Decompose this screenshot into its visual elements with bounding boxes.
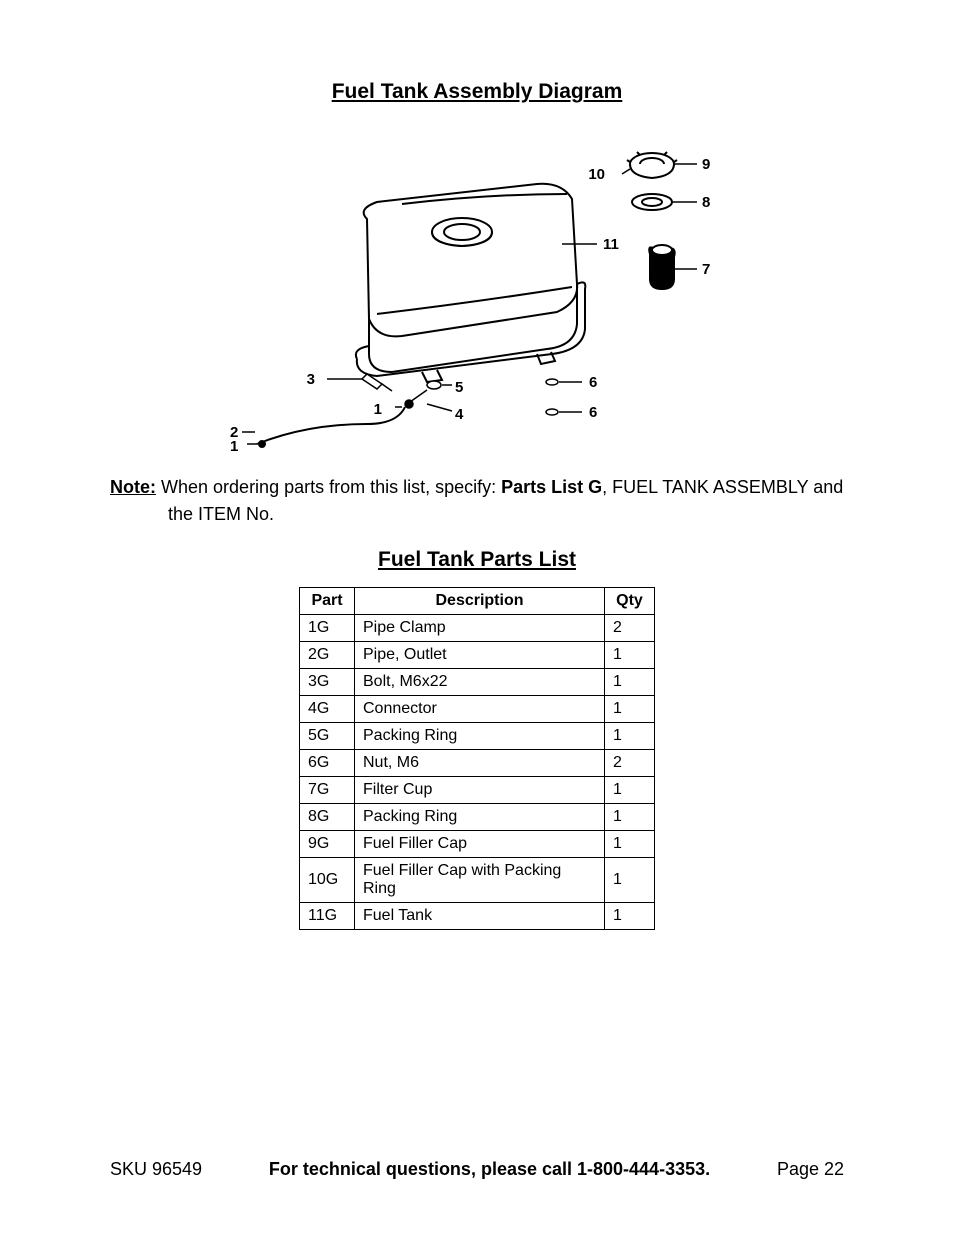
note-text-1b: , FUEL TANK ASSEMBLY and bbox=[602, 477, 843, 497]
table-row: 2GPipe, Outlet1 bbox=[300, 642, 655, 669]
col-part: Part bbox=[300, 588, 355, 615]
table-header-row: Part Description Qty bbox=[300, 588, 655, 615]
table-cell-qty: 1 bbox=[605, 696, 655, 723]
table-cell-qty: 1 bbox=[605, 831, 655, 858]
parts-list-title: Fuel Tank Parts List bbox=[80, 548, 874, 572]
svg-text:9: 9 bbox=[702, 156, 710, 173]
table-row: 3GBolt, M6x221 bbox=[300, 669, 655, 696]
table-cell-qty: 1 bbox=[605, 777, 655, 804]
assembly-diagram: 9 8 7 10 11 6 6 3 5 4 1 2 1 bbox=[227, 124, 727, 454]
table-cell-qty: 2 bbox=[605, 750, 655, 777]
svg-text:7: 7 bbox=[702, 261, 710, 278]
svg-text:1: 1 bbox=[374, 401, 382, 418]
footer-page: Page 22 bbox=[777, 1159, 844, 1180]
table-cell-desc: Pipe Clamp bbox=[355, 615, 605, 642]
table-cell-qty: 1 bbox=[605, 858, 655, 903]
page-footer: SKU 96549 For technical questions, pleas… bbox=[0, 1159, 954, 1180]
table-cell-part: 4G bbox=[300, 696, 355, 723]
note-text-2: the ITEM No. bbox=[168, 501, 844, 528]
svg-text:4: 4 bbox=[455, 406, 464, 423]
table-cell-part: 1G bbox=[300, 615, 355, 642]
table-cell-desc: Pipe, Outlet bbox=[355, 642, 605, 669]
col-qty: Qty bbox=[605, 588, 655, 615]
table-cell-qty: 1 bbox=[605, 804, 655, 831]
table-cell-desc: Fuel Filler Cap bbox=[355, 831, 605, 858]
table-row: 6GNut, M62 bbox=[300, 750, 655, 777]
table-cell-desc: Bolt, M6x22 bbox=[355, 669, 605, 696]
table-cell-part: 2G bbox=[300, 642, 355, 669]
table-cell-part: 9G bbox=[300, 831, 355, 858]
table-cell-part: 7G bbox=[300, 777, 355, 804]
table-cell-desc: Nut, M6 bbox=[355, 750, 605, 777]
table-row: 8GPacking Ring1 bbox=[300, 804, 655, 831]
ordering-note: Note: When ordering parts from this list… bbox=[110, 474, 844, 528]
parts-table: Part Description Qty 1GPipe Clamp22GPipe… bbox=[299, 587, 655, 930]
table-row: 1GPipe Clamp2 bbox=[300, 615, 655, 642]
footer-sku: SKU 96549 bbox=[110, 1159, 202, 1180]
svg-text:1: 1 bbox=[230, 438, 238, 454]
table-cell-desc: Connector bbox=[355, 696, 605, 723]
table-cell-part: 8G bbox=[300, 804, 355, 831]
note-text-1a: When ordering parts from this list, spec… bbox=[161, 477, 501, 497]
table-cell-qty: 1 bbox=[605, 669, 655, 696]
table-cell-qty: 1 bbox=[605, 642, 655, 669]
svg-text:10: 10 bbox=[588, 166, 605, 183]
diagram-title: Fuel Tank Assembly Diagram bbox=[80, 80, 874, 104]
svg-text:11: 11 bbox=[603, 236, 619, 253]
table-row: 9GFuel Filler Cap1 bbox=[300, 831, 655, 858]
table-row: 4GConnector1 bbox=[300, 696, 655, 723]
table-cell-qty: 1 bbox=[605, 723, 655, 750]
table-cell-part: 6G bbox=[300, 750, 355, 777]
svg-text:5: 5 bbox=[455, 379, 463, 396]
table-row: 10GFuel Filler Cap with Packing Ring1 bbox=[300, 858, 655, 903]
note-bold: Parts List G bbox=[501, 477, 602, 497]
table-cell-qty: 1 bbox=[605, 903, 655, 930]
table-cell-desc: Fuel Tank bbox=[355, 903, 605, 930]
footer-phone: For technical questions, please call 1-8… bbox=[269, 1159, 710, 1180]
table-cell-part: 10G bbox=[300, 858, 355, 903]
table-cell-qty: 2 bbox=[605, 615, 655, 642]
table-row: 5GPacking Ring1 bbox=[300, 723, 655, 750]
table-row: 7GFilter Cup1 bbox=[300, 777, 655, 804]
table-cell-part: 5G bbox=[300, 723, 355, 750]
svg-text:6: 6 bbox=[589, 404, 597, 421]
table-cell-part: 3G bbox=[300, 669, 355, 696]
svg-text:8: 8 bbox=[702, 194, 710, 211]
table-cell-desc: Packing Ring bbox=[355, 723, 605, 750]
table-cell-desc: Packing Ring bbox=[355, 804, 605, 831]
note-label: Note: bbox=[110, 477, 156, 497]
table-cell-part: 11G bbox=[300, 903, 355, 930]
svg-text:6: 6 bbox=[589, 374, 597, 391]
col-desc: Description bbox=[355, 588, 605, 615]
table-cell-desc: Fuel Filler Cap with Packing Ring bbox=[355, 858, 605, 903]
table-cell-desc: Filter Cup bbox=[355, 777, 605, 804]
svg-text:3: 3 bbox=[307, 371, 315, 388]
table-row: 11GFuel Tank1 bbox=[300, 903, 655, 930]
